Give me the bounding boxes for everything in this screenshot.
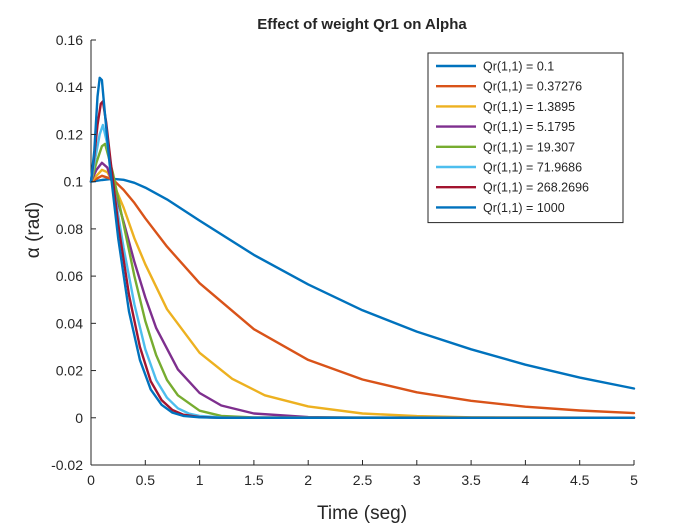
- y-tick-label: 0.12: [56, 126, 83, 142]
- series-line-4: [89, 161, 636, 419]
- x-tick-label: 5: [630, 472, 638, 488]
- x-tick-label: 1.5: [244, 472, 264, 488]
- series-line-5: [89, 142, 636, 419]
- legend-entry: Qr(1,1) = 0.37276: [483, 80, 582, 94]
- legend-entry: Qr(1,1) = 71.9686: [483, 161, 582, 175]
- plot-area: [89, 40, 636, 466]
- x-tick-label: 3.5: [461, 472, 481, 488]
- x-tick-label: 4: [522, 472, 530, 488]
- x-tick-label: 0.5: [136, 472, 156, 488]
- x-tick-label: 2: [304, 472, 312, 488]
- legend-entry: Qr(1,1) = 1000: [483, 201, 565, 215]
- y-tick-label: 0.06: [56, 268, 83, 284]
- y-tick-label: 0.08: [56, 221, 83, 237]
- y-tick-label: -0.02: [51, 457, 83, 473]
- legend-box: [427, 52, 624, 224]
- y-tick-label: 0.04: [56, 315, 83, 331]
- series-line-6: [89, 123, 636, 419]
- legend: Qr(1,1) = 0.1 Qr(1,1) = 0.37276 Qr(1,1) = …: [427, 52, 624, 224]
- y-tick-label: 0.16: [56, 32, 83, 48]
- y-tick-label: 0.02: [56, 363, 83, 379]
- y-tick-label: 0.14: [56, 79, 83, 95]
- x-axis-ticks: 0 0.5 1 1.5 2 2.5 3 3.5 4 4.5 5: [87, 460, 638, 488]
- legend-entry: Qr(1,1) = 1.3895: [483, 100, 575, 114]
- chart-title: Effect of weight Qr1 on Alpha: [257, 16, 467, 33]
- series-line-8: [89, 76, 636, 419]
- y-tick-label: 0: [75, 410, 83, 426]
- legend-entry: Qr(1,1) = 0.1: [483, 60, 554, 74]
- x-tick-label: 0: [87, 472, 95, 488]
- x-tick-label: 1: [196, 472, 204, 488]
- x-axis-label: Time (seg): [317, 503, 407, 524]
- y-axis-label: α (rad): [23, 202, 44, 258]
- y-tick-label: 0.1: [64, 174, 84, 190]
- series-line-2: [89, 174, 636, 415]
- series-line-1: [89, 177, 636, 390]
- legend-entry: Qr(1,1) = 268.2696: [483, 181, 589, 195]
- x-tick-label: 3: [413, 472, 421, 488]
- x-tick-label: 4.5: [570, 472, 590, 488]
- y-axis-ticks: -0.02 0 0.02 0.04 0.06 0.08 0.1 0.12 0.14 0.16: [51, 32, 96, 473]
- x-tick-label: 2.5: [353, 472, 373, 488]
- legend-entry: Qr(1,1) = 5.1795: [483, 120, 575, 134]
- legend-entry: Qr(1,1) = 19.307: [483, 140, 575, 154]
